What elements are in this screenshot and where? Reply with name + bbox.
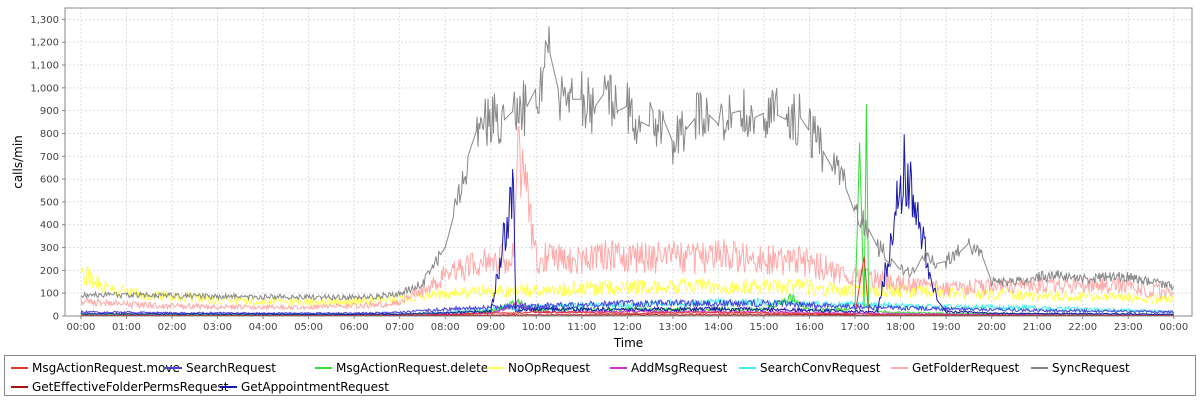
legend-label: MsgActionRequest.delete <box>336 361 489 375</box>
x-tick-label: 20:00 <box>977 322 1006 333</box>
legend-swatch <box>610 367 627 369</box>
x-tick-label: 13:00 <box>658 322 687 333</box>
x-tick-label: 15:00 <box>750 322 779 333</box>
x-axis-title: Time <box>613 336 643 350</box>
y-tick-label: 900 <box>40 106 59 117</box>
legend-swatch <box>11 386 28 388</box>
x-tick-label: 00:00 <box>1159 322 1188 333</box>
x-tick-label: 06:00 <box>340 322 369 333</box>
legend-swatch <box>165 367 182 369</box>
y-tick-label: 700 <box>40 152 59 163</box>
x-tick-label: 02:00 <box>158 322 187 333</box>
x-tick-label: 00:00 <box>67 322 96 333</box>
y-tick-label: 400 <box>40 220 59 231</box>
legend: MsgActionRequest.move SearchRequest MsgAct… <box>4 355 1196 396</box>
series-line-getfolderrequest <box>80 125 1175 312</box>
legend-item: GetEffectiveFolderPermsRequest <box>11 380 228 394</box>
legend-label: NoOpRequest <box>508 361 591 375</box>
series-line-geteffectivefolderpermsrequest <box>80 313 1174 317</box>
y-tick-label: 1,100 <box>30 61 59 72</box>
y-axis: 0 100 200 300 400 500 600 700 800 900 1,000 1,100 1,… <box>30 15 65 323</box>
x-tick-label: 10:00 <box>522 322 551 333</box>
legend-label: GetFolderRequest <box>912 361 1020 375</box>
x-tick-label: 01:00 <box>112 322 141 333</box>
legend-label: AddMsgRequest <box>631 361 728 375</box>
x-tick-label: 05:00 <box>294 322 323 333</box>
y-tick-label: 200 <box>40 266 59 277</box>
series-line-searchrequest <box>80 298 1175 315</box>
y-tick-label: 1,200 <box>30 38 59 49</box>
plot-frame <box>64 7 1193 317</box>
legend-label: SearchConvRequest <box>760 361 881 375</box>
legend-label: SyncRequest <box>1052 361 1130 375</box>
x-tick-label: 03:00 <box>203 322 232 333</box>
y-tick-label: 300 <box>40 243 59 254</box>
legend-item: AddMsgRequest <box>610 361 727 375</box>
legend-item: GetAppointmentRequest <box>220 380 389 394</box>
legend-swatch <box>487 367 504 369</box>
legend-label: GetAppointmentRequest <box>241 380 389 394</box>
legend-swatch <box>739 367 756 369</box>
x-tick-label: 18:00 <box>886 322 915 333</box>
legend-swatch <box>891 367 908 369</box>
series-line-syncrequest <box>80 26 1175 302</box>
x-tick-label: 14:00 <box>704 322 733 333</box>
x-axis: 00:00 01:00 02:00 03:00 04:00 05:00 06:00 07:00… <box>67 316 1188 333</box>
legend-item: GetFolderRequest <box>891 361 1019 375</box>
grid <box>65 8 1192 317</box>
legend-item: NoOpRequest <box>487 361 590 375</box>
legend-label: GetEffectiveFolderPermsRequest <box>32 380 229 394</box>
legend-item: SearchRequest <box>165 361 276 375</box>
x-tick-label: 22:00 <box>1068 322 1097 333</box>
legend-swatch <box>11 367 28 369</box>
legend-item: MsgActionRequest.delete <box>315 361 488 375</box>
y-tick-label: 0 <box>53 312 59 323</box>
y-tick-label: 100 <box>40 289 59 300</box>
x-tick-label: 17:00 <box>841 322 870 333</box>
series-line-getappointmentrequest <box>80 134 1174 316</box>
x-tick-label: 08:00 <box>431 322 460 333</box>
legend-item: MsgActionRequest.move <box>11 361 180 375</box>
x-tick-label: 16:00 <box>795 322 824 333</box>
y-tick-label: 1,300 <box>30 15 59 26</box>
x-tick-label: 09:00 <box>476 322 505 333</box>
legend-item: SyncRequest <box>1031 361 1130 375</box>
y-axis-title: calls/min <box>11 135 25 189</box>
x-tick-label: 21:00 <box>1023 322 1052 333</box>
y-tick-label: 1,000 <box>30 83 59 94</box>
series-layer <box>80 26 1175 317</box>
x-tick-label: 23:00 <box>1114 322 1143 333</box>
legend-swatch <box>220 386 237 388</box>
y-tick-label: 600 <box>40 175 59 186</box>
y-tick-label: 800 <box>40 129 59 140</box>
x-tick-label: 04:00 <box>249 322 278 333</box>
legend-label: MsgActionRequest.move <box>32 361 180 375</box>
x-tick-label: 11:00 <box>567 322 596 333</box>
legend-item: SearchConvRequest <box>739 361 880 375</box>
legend-label: SearchRequest <box>186 361 276 375</box>
x-tick-label: 07:00 <box>385 322 414 333</box>
legend-swatch <box>315 367 332 369</box>
y-tick-label: 500 <box>40 197 59 208</box>
legend-swatch <box>1031 367 1048 369</box>
x-tick-label: 12:00 <box>613 322 642 333</box>
x-tick-label: 19:00 <box>932 322 961 333</box>
chart: 0 100 200 300 400 500 600 700 800 900 1,000 1,100 1,… <box>11 7 1193 350</box>
